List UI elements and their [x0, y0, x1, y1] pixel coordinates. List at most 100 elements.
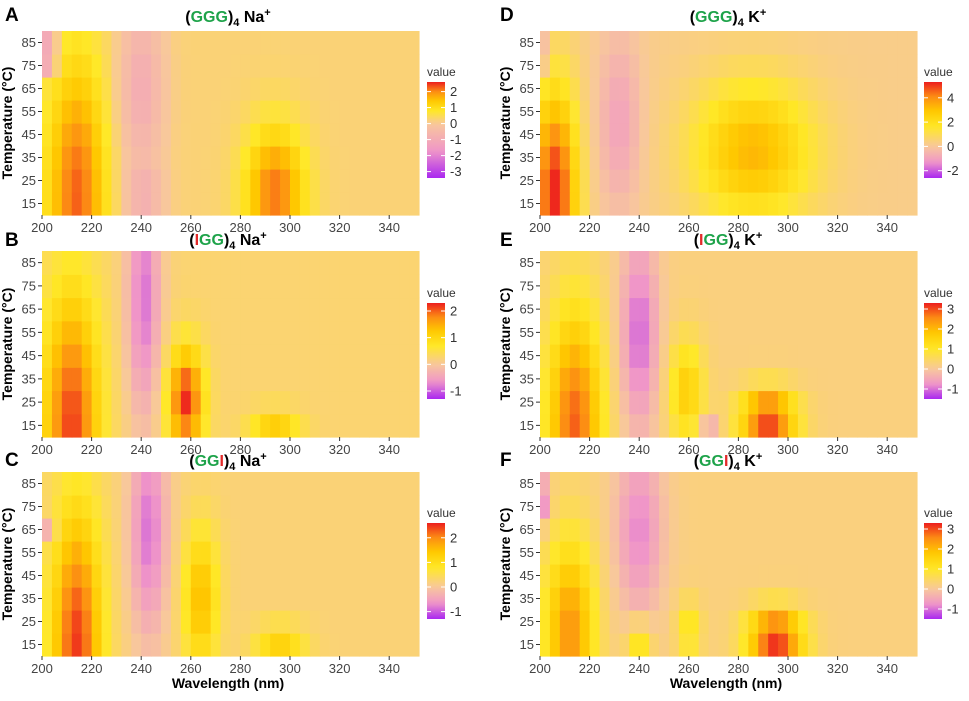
- heatmap-cell: [230, 123, 241, 147]
- heatmap-cell: [91, 297, 103, 322]
- heatmap-cell: [549, 297, 561, 322]
- heatmap-cell: [299, 192, 311, 216]
- heatmap-cell: [141, 541, 152, 565]
- heatmap-cell: [559, 274, 571, 299]
- heatmap-cell: [399, 344, 410, 368]
- heatmap-cell: [81, 518, 93, 542]
- heatmap-cell: [778, 169, 789, 193]
- heatmap-cell: [42, 472, 53, 496]
- heatmap-cell: [688, 633, 700, 657]
- heatmap-cell: [309, 192, 321, 216]
- heatmap-cell: [718, 587, 730, 611]
- heatmap-cell: [151, 472, 162, 496]
- y-tick-label: 25: [520, 173, 534, 188]
- heatmap-cell: [329, 518, 341, 542]
- heatmap-cell: [260, 146, 271, 170]
- heatmap-cell: [778, 146, 789, 170]
- x-tick-label: 300: [279, 442, 301, 457]
- heatmap-cell: [339, 541, 351, 565]
- heatmap-cell: [359, 123, 370, 147]
- heatmap-cell: [579, 344, 591, 368]
- heatmap-cell: [42, 610, 53, 634]
- heatmap-cell: [230, 320, 241, 345]
- heatmap-cell: [299, 413, 311, 438]
- heatmap-cell: [579, 123, 591, 147]
- heatmap-cell: [280, 587, 291, 611]
- heatmap-cell: [270, 472, 281, 496]
- heatmap-cell: [290, 320, 301, 345]
- heatmap-cell: [559, 320, 571, 345]
- heatmap-cell: [659, 169, 670, 193]
- heatmap-cell: [141, 192, 152, 216]
- heatmap-cell: [409, 610, 420, 634]
- heatmap-cell: [807, 518, 819, 542]
- heatmap-cell: [230, 31, 241, 55]
- heatmap-cell: [379, 610, 390, 634]
- heatmap-cell: [81, 77, 93, 101]
- heatmap-cell: [42, 413, 53, 438]
- heatmap-cell: [220, 472, 232, 496]
- panel-title: (GGI)4 Na+: [189, 451, 266, 473]
- heatmap-cell: [240, 54, 251, 78]
- heatmap-cell: [867, 610, 878, 634]
- heatmap-cell: [260, 344, 271, 368]
- heatmap-cell: [639, 541, 650, 565]
- y-tick-label: 65: [22, 81, 36, 96]
- heatmap-cell: [788, 274, 799, 299]
- heatmap-cell: [708, 390, 720, 415]
- heatmap-cell: [61, 274, 73, 299]
- heatmap-cell: [111, 31, 122, 55]
- heatmap-cell: [797, 472, 809, 496]
- heatmap-cell: [589, 123, 601, 147]
- heatmap-cell: [240, 77, 251, 101]
- heatmap-cell: [91, 633, 103, 657]
- heatmap-cell: [180, 541, 192, 565]
- heatmap-cell: [768, 344, 779, 368]
- heatmap-cell: [121, 472, 132, 496]
- heatmap-cell: [81, 541, 93, 565]
- heatmap-cell: [399, 77, 410, 101]
- heatmap-cell: [629, 123, 640, 147]
- heatmap-cell: [131, 413, 142, 438]
- y-axis-title: Temperature (°C): [497, 508, 513, 621]
- heatmap-cell: [210, 31, 222, 55]
- heatmap-cell: [220, 274, 232, 299]
- heatmap-cell: [180, 192, 192, 216]
- heatmap-cell: [540, 390, 551, 415]
- x-tick-label: 220: [579, 220, 601, 235]
- heatmap-cell: [299, 146, 311, 170]
- heatmap-cell: [668, 564, 680, 588]
- legend-title: value: [924, 506, 953, 520]
- heatmap-cell: [329, 413, 341, 438]
- heatmap-cell: [887, 564, 898, 588]
- heatmap-cell: [61, 564, 73, 588]
- heatmap-cell: [549, 610, 561, 634]
- heatmap-cell: [170, 564, 182, 588]
- heatmap-cell: [847, 54, 859, 78]
- heatmap-cell: [599, 610, 611, 634]
- heatmap-cell: [290, 472, 301, 496]
- heatmap-cell: [599, 564, 611, 588]
- heatmap-cell: [190, 587, 202, 611]
- heatmap-cell: [290, 77, 301, 101]
- heatmap-cell: [649, 367, 660, 392]
- heatmap-cell: [649, 31, 660, 55]
- heatmap-cell: [639, 610, 650, 634]
- heatmap-cell: [797, 146, 809, 170]
- heatmap-cell: [230, 413, 241, 438]
- heatmap-cell: [151, 587, 162, 611]
- heatmap-cell: [399, 587, 410, 611]
- heatmap-cell: [260, 367, 271, 392]
- heatmap-cell: [609, 390, 620, 415]
- heatmap-cell: [857, 495, 868, 519]
- heatmap-cell: [817, 77, 829, 101]
- heatmap-cell: [61, 518, 73, 542]
- heatmap-cell: [51, 192, 63, 216]
- heatmap-cell: [51, 472, 63, 496]
- y-tick-label: 75: [22, 278, 36, 293]
- heatmap-cell: [61, 192, 73, 216]
- heatmap-cell: [797, 274, 809, 299]
- heatmap-cell: [619, 610, 630, 634]
- heatmap-cell: [758, 472, 769, 496]
- heatmap-cell: [738, 77, 749, 101]
